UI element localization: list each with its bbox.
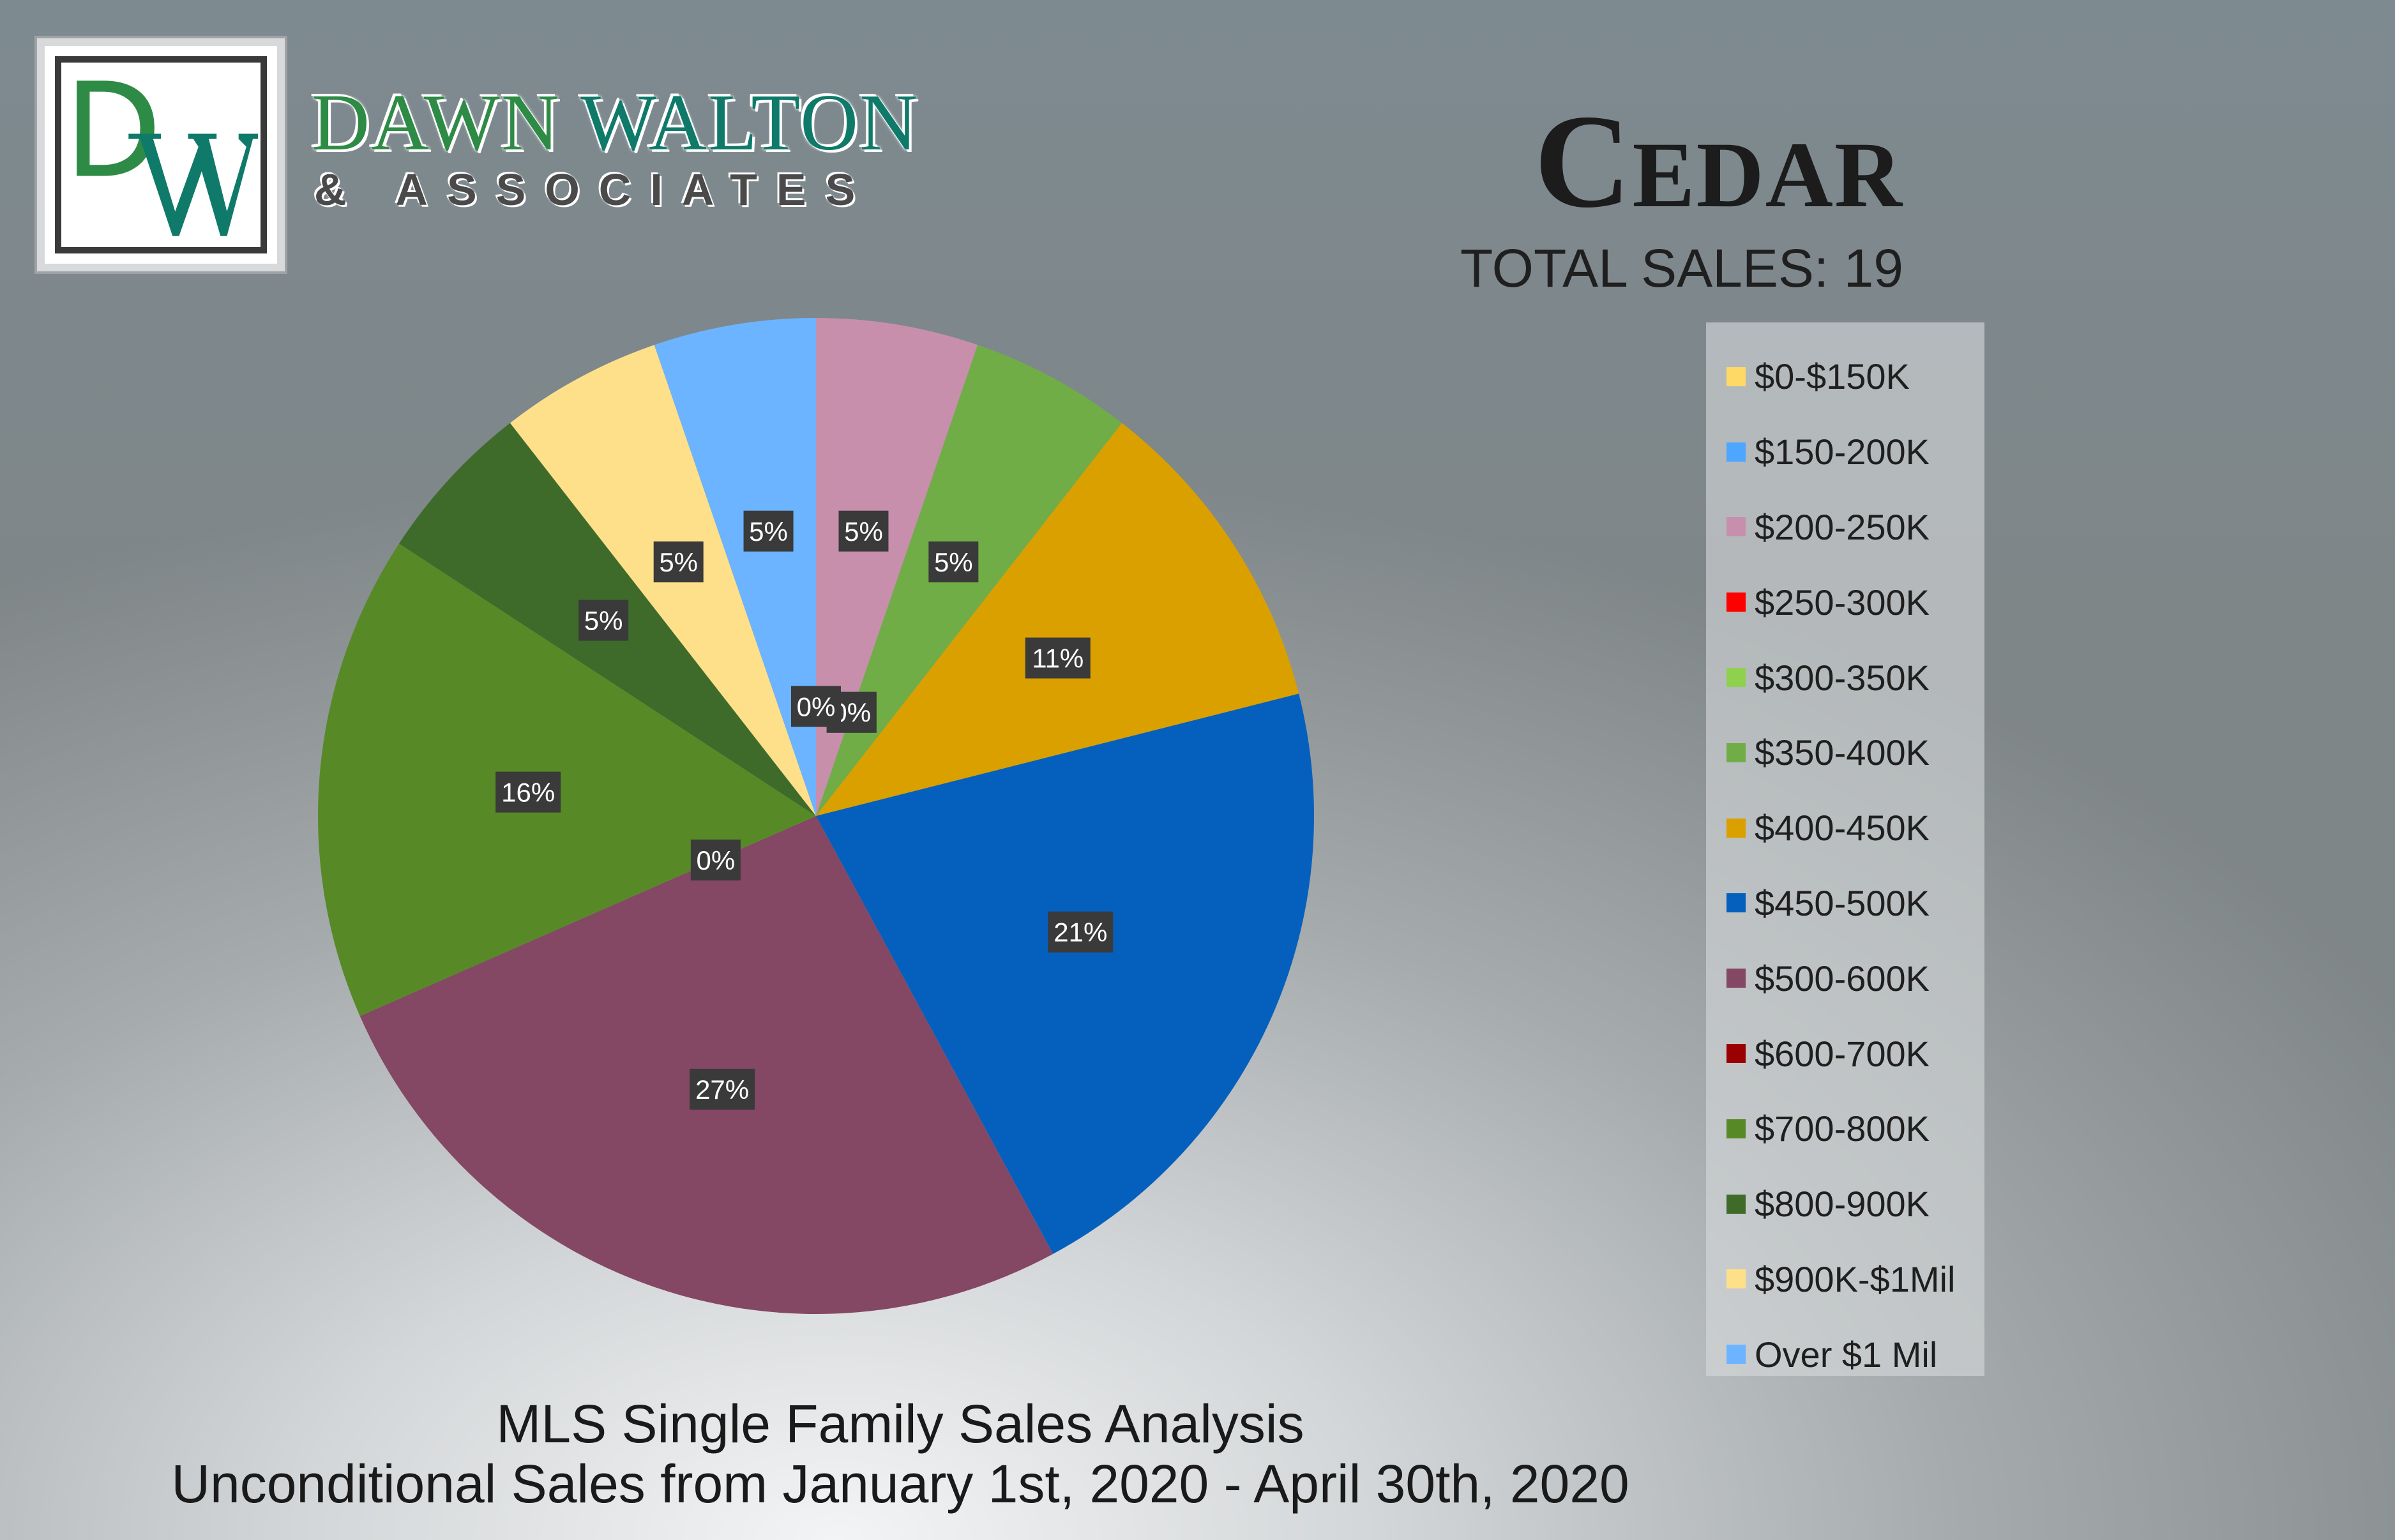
legend-swatch: [1726, 517, 1746, 537]
brand-subtitle: & ASSOCIATES: [314, 165, 875, 215]
legend-swatch: [1726, 593, 1746, 612]
data-label: 5%: [928, 541, 979, 583]
brand-logo: [37, 38, 285, 271]
legend-item: $0-$150K: [1706, 339, 1984, 414]
legend-swatch: [1726, 668, 1746, 688]
legend-item: $450-500K: [1706, 866, 1984, 941]
data-label-box: [743, 510, 794, 552]
pie-slice: [359, 816, 1054, 1314]
footer-line-2: Unconditional Sales from January 1st, 20…: [171, 1454, 1629, 1514]
legend-label: $450-500K: [1755, 882, 1930, 923]
legend-item: $400-450K: [1706, 790, 1984, 866]
data-label-box: [791, 686, 841, 727]
legend-swatch: [1726, 1269, 1746, 1289]
total-sales: TOTAL SALES: 19: [1460, 238, 1903, 298]
legend-item: $900K-$1Mil: [1706, 1242, 1984, 1317]
data-label: 0%: [791, 686, 841, 727]
data-label: 27%: [690, 1068, 755, 1110]
pie-slice: [654, 318, 816, 816]
data-label-box: [690, 1068, 755, 1110]
data-label: 5%: [743, 510, 794, 552]
legend-swatch: [1726, 442, 1746, 462]
legend-label: $150-200K: [1755, 432, 1930, 472]
legend-item: $800-900K: [1706, 1166, 1984, 1242]
data-label-box: [495, 771, 561, 813]
legend-swatch: [1726, 366, 1746, 386]
legend-swatch: [1726, 1345, 1746, 1364]
data-label-text: 5%: [749, 517, 788, 547]
legend-swatch: [1726, 969, 1746, 988]
data-label-text: 16%: [501, 778, 555, 808]
data-label: 16%: [495, 771, 561, 813]
pie-slice: [816, 318, 978, 816]
legend-item: $600-700K: [1706, 1016, 1984, 1091]
legend-label: $800-900K: [1755, 1184, 1930, 1225]
data-label: 0%: [690, 839, 741, 880]
legend-swatch: [1726, 893, 1746, 913]
legend-label: $350-400K: [1755, 732, 1930, 773]
data-label-text: 5%: [934, 547, 973, 577]
legend-label: $250-300K: [1755, 582, 1930, 623]
legend-item: $700-800K: [1706, 1091, 1984, 1166]
brand-name: DAWN WALTON: [312, 83, 919, 163]
dw-logo-icon: [77, 80, 259, 236]
data-label-text: 5%: [584, 606, 623, 636]
brand-name-part1: DAWN: [312, 79, 561, 167]
legend-label: $600-700K: [1755, 1033, 1930, 1074]
legend-item: $350-400K: [1706, 715, 1984, 790]
data-label-box: [1048, 911, 1114, 953]
legend-label: $400-450K: [1755, 808, 1930, 849]
data-label-box: [928, 541, 979, 583]
legend-item: Over $1 Mil: [1706, 1317, 1984, 1392]
legend-swatch: [1726, 743, 1746, 762]
data-label-box: [838, 510, 889, 552]
legend-swatch: [1726, 1194, 1746, 1214]
data-label-text: 0%: [797, 691, 836, 721]
data-label-box: [690, 839, 741, 880]
legend-item: $150-200K: [1706, 414, 1984, 490]
pie-slice: [816, 693, 1314, 1254]
legend-item: $300-350K: [1706, 640, 1984, 715]
legend-label: $500-600K: [1755, 958, 1930, 999]
legend-label: $0-$150K: [1755, 356, 1910, 397]
data-label-text: 11%: [1032, 644, 1084, 674]
legend-swatch: [1726, 1119, 1746, 1138]
data-label-text: 5%: [659, 547, 698, 577]
region-title: Cedar: [1534, 87, 1903, 236]
data-label-text: 5%: [844, 517, 883, 547]
data-label-box: [578, 600, 629, 641]
legend-item: $250-300K: [1706, 564, 1984, 640]
data-label: 5%: [653, 541, 704, 583]
legend-label: $300-350K: [1755, 657, 1930, 698]
pie-slice: [816, 423, 1299, 816]
data-label-text: 21%: [1054, 917, 1107, 947]
data-label: 11%: [1025, 637, 1091, 679]
legend-label: $700-800K: [1755, 1108, 1930, 1149]
data-label-box: [1025, 637, 1091, 679]
legend-swatch: [1726, 1044, 1746, 1064]
legend-swatch: [1726, 818, 1746, 838]
legend-label: $900K-$1Mil: [1755, 1258, 1956, 1299]
data-label-text: 0%: [697, 845, 736, 875]
pie-slice: [318, 543, 816, 1016]
legend-item: $200-250K: [1706, 490, 1984, 565]
data-label: 5%: [838, 510, 889, 552]
data-label-text: 27%: [695, 1075, 749, 1105]
footer-line-1: MLS Single Family Sales Analysis: [496, 1394, 1304, 1454]
data-label-box: [653, 541, 704, 583]
legend-item: $500-600K: [1706, 940, 1984, 1016]
chart-legend: $0-$150K $150-200K $200-250K $250-300K $300-…: [1706, 322, 1984, 1376]
legend-label: Over $1 Mil: [1755, 1334, 1938, 1375]
data-label: 21%: [1048, 911, 1114, 953]
legend-label: $200-250K: [1755, 506, 1930, 547]
brand-name-part2: WALTON: [580, 79, 919, 167]
data-label: 5%: [578, 600, 629, 641]
